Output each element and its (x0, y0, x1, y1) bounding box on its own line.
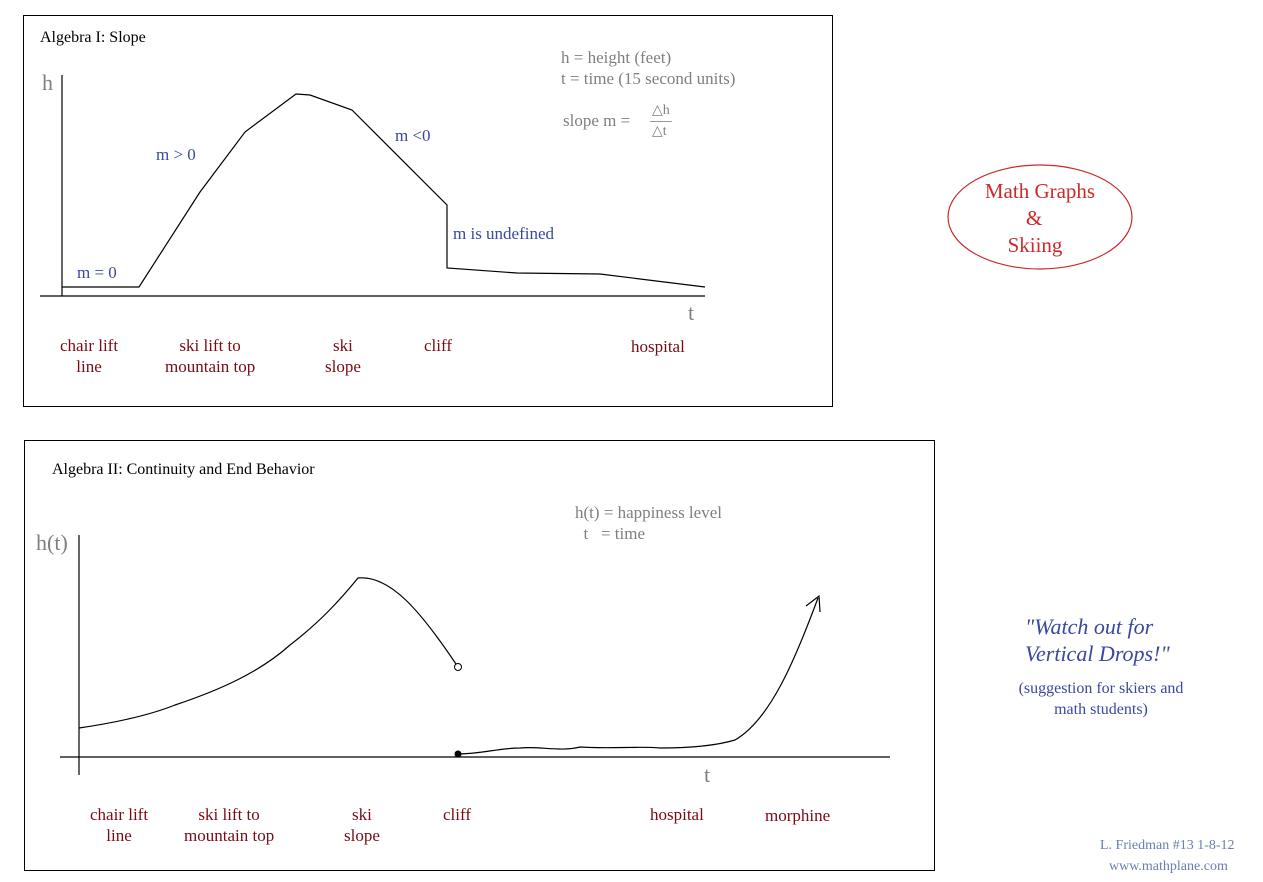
p2-curve-left (78, 577, 459, 729)
p1-label-skilift: ski lift to mountain top (165, 336, 256, 376)
p1-label-slope: ski slope (325, 336, 361, 376)
p2-curve-right (457, 597, 819, 755)
quote-line2: Vertical Drops!" (1025, 641, 1170, 666)
ann-undefined: m is undefined (453, 224, 555, 243)
slope-formula-prefix: slope m = (563, 111, 631, 130)
slope-denominator: △t (652, 124, 667, 139)
panel-continuity (24, 440, 935, 871)
closed-dot (454, 750, 462, 758)
badge-line1: Math Graphs (984, 179, 1096, 203)
badge-line2: & (1025, 206, 1043, 230)
p1-label-hospital: hospital (631, 337, 685, 356)
p1-x-label: t (688, 300, 695, 325)
quote-line1: "Watch out for (1025, 614, 1154, 639)
p2-legend-h: h(t) = happiness level (575, 503, 722, 522)
p2-y-label: h(t) (36, 530, 68, 555)
p2-label-hospital: hospital (650, 805, 704, 824)
badge-title: Math Graphs & Skiing (948, 178, 1132, 259)
p1-height-curve (62, 93, 706, 288)
p2-label-cliff: cliff (443, 805, 472, 824)
p2-label-chairlift: chair lift line (90, 805, 149, 845)
badge-line3: Skiing (1007, 233, 1063, 257)
ann-negative: m <0 (395, 126, 431, 145)
ann-positive: m > 0 (156, 145, 196, 164)
quote-note-line2: math students) (1054, 701, 1148, 718)
p1-label-cliff: cliff (424, 336, 453, 355)
p2-label-morphine: morphine (765, 806, 831, 825)
quote: "Watch out for Vertical Drops!" (1025, 613, 1170, 667)
title-ellipse (947, 164, 1133, 270)
p1-legend-t: t = time (15 second units) (561, 69, 736, 88)
p2-label-slope: ski slope (344, 805, 380, 845)
quote-note: (suggestion for skiers and math students… (995, 678, 1207, 720)
quote-note-line1: (suggestion for skiers and (1018, 680, 1184, 697)
p2-title: Algebra II: Continuity and End Behavior (52, 461, 315, 478)
p1-legend-h: h = height (feet) (561, 48, 672, 67)
p1-y-label: h (42, 70, 53, 95)
slope-numerator: △h (650, 100, 672, 122)
p2-x-label: t (704, 762, 711, 787)
p1-label-chairlift: chair lift line (60, 336, 119, 376)
open-circle (454, 663, 462, 671)
ann-zero: m = 0 (77, 263, 117, 282)
p1-title: Algebra I: Slope (40, 29, 146, 46)
arrow-head (805, 594, 821, 613)
panel-slope (23, 15, 833, 407)
p2-label-skilift: ski lift to mountain top (184, 805, 275, 845)
footer-credit: L. Friedman #13 1-8-12 (1100, 838, 1235, 853)
footer-site: www.mathplane.com (1109, 859, 1228, 874)
p2-legend-t: t = time (575, 524, 646, 543)
